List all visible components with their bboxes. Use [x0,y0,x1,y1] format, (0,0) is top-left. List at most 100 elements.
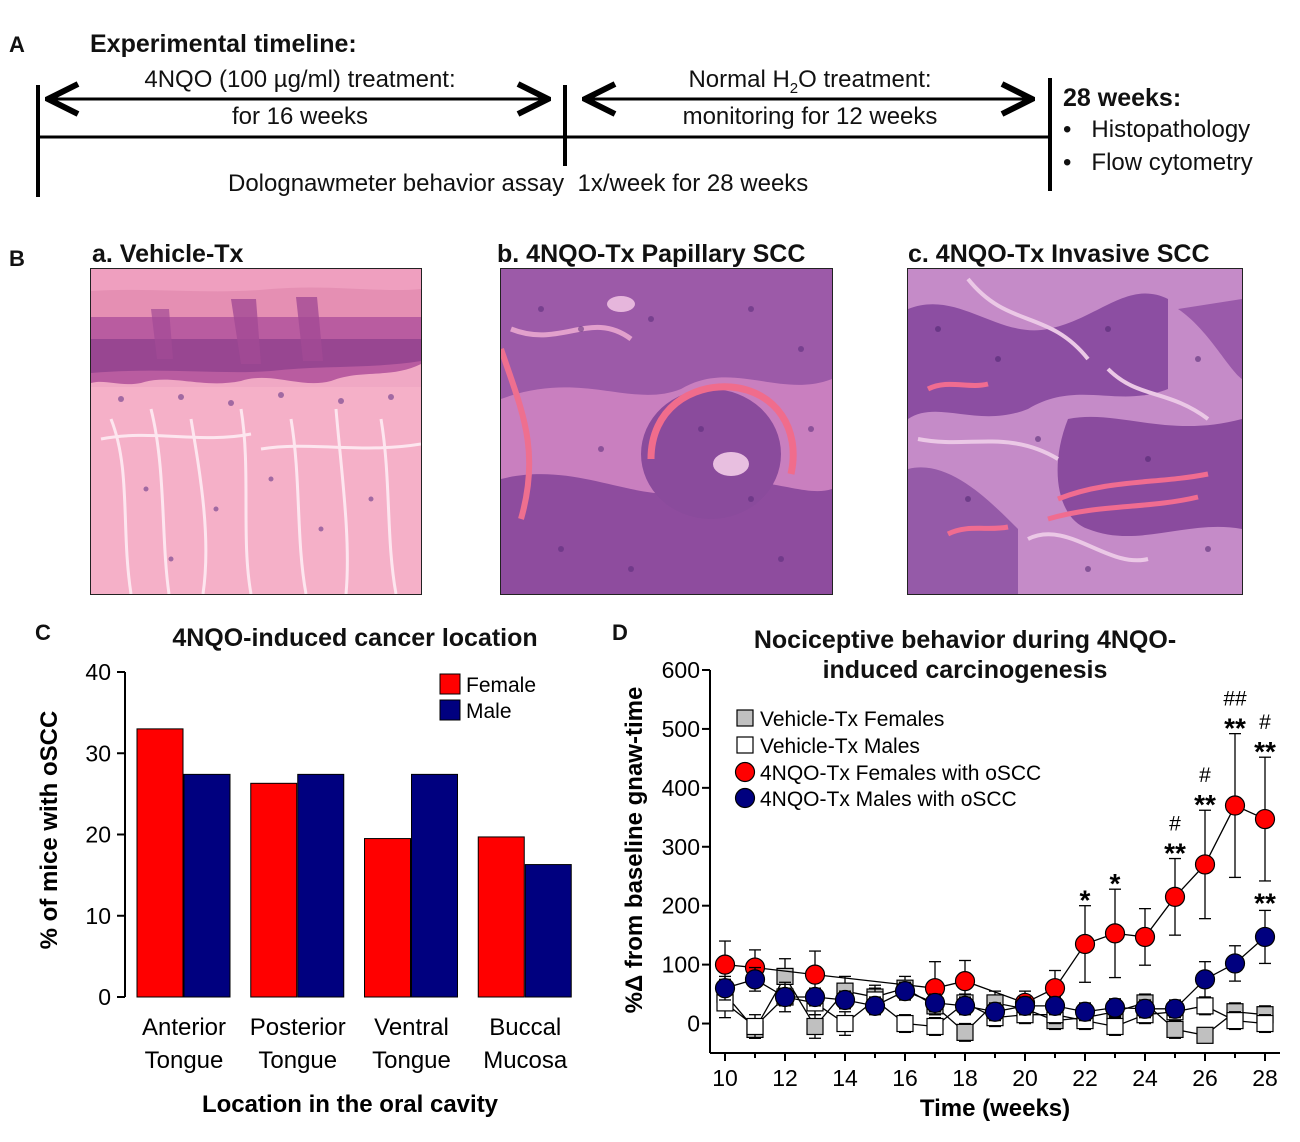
legend-label: 4NQO-Tx Males with oSCC [760,788,1017,811]
histology-title-vehicle: a. Vehicle-Tx [92,240,244,268]
x-tick-label: Buccal [489,1014,561,1041]
data-point [1074,1001,1096,1022]
data-point [774,986,796,1008]
data-point [926,1017,944,1036]
x-tick-label: 10 [712,1065,738,1091]
data-point [1194,854,1216,875]
significance-marker: ** [1224,713,1246,744]
panel-a-letter: A [9,32,25,57]
legend-label: Vehicle-Tx Males [760,735,920,758]
data-point [1104,923,1126,944]
bar-female [477,836,525,998]
significance-marker: ** [1254,888,1276,919]
data-point [744,969,766,990]
data-point [1254,808,1276,830]
phase2-line2: monitoring for 12 weeks [682,103,938,130]
data-point [924,992,946,1014]
data-point [746,1017,764,1036]
phase1-line2: for 16 weeks [231,103,369,130]
y-tick-label: 0 [98,984,111,1010]
legend-swatch [734,761,756,783]
endpoint-item: • Histopathology [1063,116,1251,143]
x-tick-label: Tongue [372,1047,451,1074]
significance-marker: ** [1254,736,1276,767]
bar-female [364,838,411,998]
legend-male-swatch [439,699,461,721]
histology-title-papillary: b. 4NQO-Tx Papillary SCC [497,240,806,268]
data-point [1256,1014,1274,1033]
data-point [714,954,736,975]
legend-male-label: Male [466,700,512,723]
bar-male [411,773,458,998]
data-point [1106,1017,1124,1036]
chart-c-y-label: % of mice with oSCC [36,711,63,950]
phase1-line1: 4NQO (100 µg/ml) treatment: [144,66,456,93]
data-point [804,986,826,1008]
legend-label: Vehicle-Tx Females [760,708,944,731]
bar-male [524,864,572,998]
x-tick-label: Tongue [258,1047,337,1074]
panel-d-letter: D [612,620,628,645]
chart-d-x-label: Time (weeks) [920,1095,1070,1122]
y-tick-label: 100 [662,952,700,978]
data-point [834,989,856,1011]
x-tick-label: 26 [1192,1065,1218,1091]
x-tick-label: Posterior [250,1014,346,1041]
chart-c-x-label: Location in the oral cavity [202,1091,499,1118]
x-tick-label: Ventral [374,1014,449,1041]
data-point [1134,998,1156,1019]
data-point [956,1023,974,1041]
data-point [1074,933,1096,955]
chart-d-title-line2: induced carcinogenesis [822,656,1108,684]
data-point [1224,953,1246,974]
data-point [1164,998,1186,1019]
data-point [1254,926,1276,948]
y-tick-label: 400 [662,775,700,801]
x-tick-label: 20 [1012,1065,1038,1091]
significance-marker: * [1110,868,1121,899]
data-point [1196,1026,1214,1044]
y-tick-label: 600 [662,657,700,683]
assay-label: Dolognawmeter behavior assay 1x/week for… [228,170,809,197]
y-tick-label: 0 [687,1011,700,1037]
legend-female-label: Female [466,674,536,697]
x-tick-label: 12 [772,1065,798,1091]
phase2-line1-sub: 2 [789,79,799,97]
endpoint-item-label: Histopathology [1091,116,1251,143]
data-point [1044,978,1066,999]
bar-female [250,782,298,998]
data-point [714,978,736,999]
x-tick-label: 14 [832,1065,858,1091]
chart-c-legend: Female Male [439,673,536,723]
y-tick-label: 200 [662,893,700,919]
significance-marker: ** [1194,789,1216,820]
legend-female-swatch [439,673,461,695]
series-vehicle-females [716,958,1274,1044]
data-point [1194,969,1216,990]
significance-marker: # [1199,764,1211,787]
histology-image-vehicle [90,268,422,595]
data-point [954,995,976,1016]
data-point [954,971,976,992]
x-tick-label: Tongue [145,1047,224,1074]
x-tick-label: 22 [1072,1065,1098,1091]
significance-marker: * [1080,885,1091,916]
histology-image-papillary [500,268,833,595]
legend-swatch [736,736,754,754]
endpoint-item: • Flow cytometry [1063,149,1253,176]
significance-marker: # [1259,711,1271,734]
significance-marker: ## [1223,688,1247,711]
y-tick-label: 30 [85,740,111,766]
data-point [836,1014,854,1033]
legend-swatch [736,709,754,727]
y-tick-label: 20 [85,822,111,848]
bar-male [183,773,231,998]
data-point [1166,1020,1184,1039]
x-tick-label: Anterior [142,1014,226,1041]
data-point [1164,886,1186,907]
data-point [1224,795,1246,816]
data-point [864,995,886,1016]
chart-d-title-line1: Nociceptive behavior during 4NQO- [753,626,1177,654]
significance-marker: # [1169,813,1181,836]
